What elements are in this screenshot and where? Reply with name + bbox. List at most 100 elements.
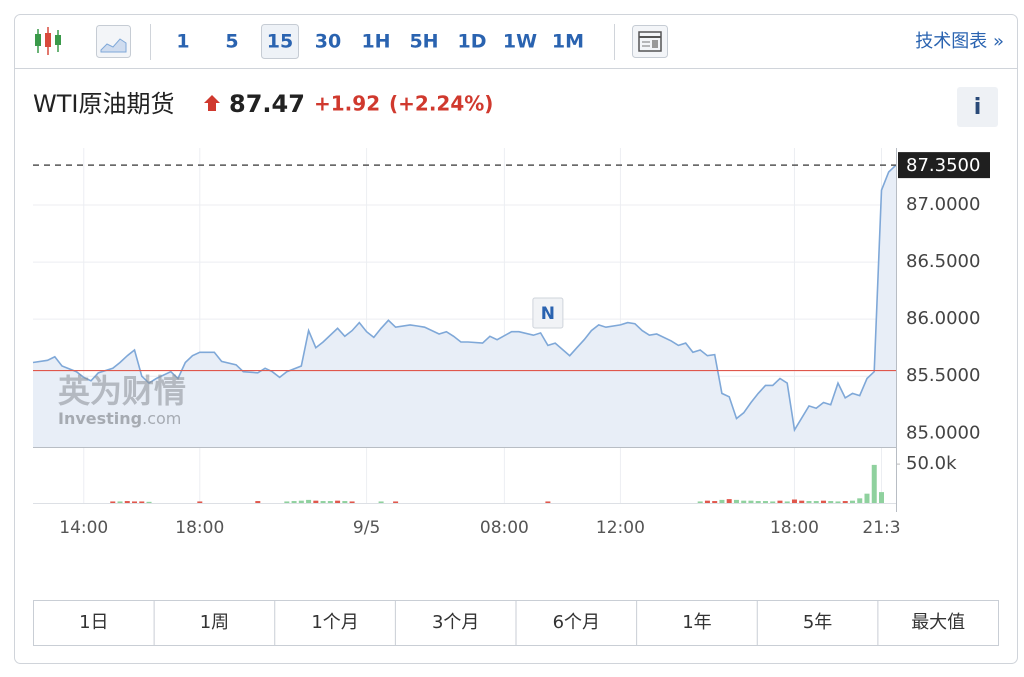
volume-bar (132, 501, 138, 503)
interval-button[interactable]: 1D (458, 31, 487, 53)
last-price: 87.47 (229, 90, 305, 118)
interval-selected (261, 24, 299, 59)
volume-bar (342, 501, 348, 503)
volume-bar (298, 500, 304, 503)
volume-bar (733, 499, 739, 503)
icon-area (100, 38, 127, 53)
volume-bar (828, 501, 834, 503)
x-tick-label: 18:00 (770, 518, 819, 538)
range-bar: 1日 1周 1个月 3个月 6个月 1年 5年 最大值 (33, 600, 999, 646)
volume-bar (820, 500, 826, 503)
range-button[interactable]: 5年 (803, 612, 832, 633)
icon-image (652, 40, 658, 48)
volume-bar (306, 499, 312, 503)
volume-bar (770, 501, 776, 503)
icon-frame (96, 25, 131, 58)
interval-button[interactable]: 1 (176, 31, 189, 53)
volume-bar (320, 501, 326, 503)
x-tick-label: 18:00 (175, 518, 224, 538)
y-tick-label: 86.5000 (906, 251, 980, 272)
price-change: +1.92 (314, 92, 380, 116)
x-tick-label: 12:00 (596, 518, 645, 538)
range-button[interactable]: 1年 (682, 612, 711, 633)
last-price-label: 87.3500 (906, 155, 980, 176)
price-line (32, 164, 897, 433)
news-icon[interactable] (632, 25, 668, 58)
volume-bar (806, 501, 812, 503)
x-tick-label: 21:3 (862, 518, 900, 538)
volume-bar (878, 492, 884, 503)
icon-body (55, 35, 61, 45)
watermark-title: 英为财情 (58, 372, 186, 410)
y-tick-label: 50.0k (906, 453, 957, 474)
interval-button[interactable]: 15 (267, 31, 293, 53)
volume-bar (777, 500, 783, 503)
interval-button[interactable]: 1H (361, 31, 390, 53)
volume-bar (327, 501, 333, 503)
icon-body (45, 33, 51, 47)
volume-bar (313, 500, 319, 503)
x-tick-label: 08:00 (480, 518, 529, 538)
volume-bar (748, 500, 754, 503)
watermark-domain: .com (142, 409, 181, 428)
news-marker-label[interactable]: N (541, 304, 555, 324)
volume-bar (284, 501, 290, 503)
info-button[interactable] (957, 87, 998, 127)
up-arrow (204, 95, 220, 111)
range-button[interactable]: 1个月 (311, 612, 358, 633)
interval-button[interactable]: 5 (225, 31, 238, 53)
interval-button[interactable]: 1M (552, 31, 584, 53)
x-tick-label: 9/5 (353, 518, 380, 538)
range-button[interactable]: 1日 (79, 612, 108, 633)
volume-bar (835, 501, 841, 503)
range-button[interactable]: 1周 (200, 612, 229, 633)
volume-bar (791, 499, 797, 503)
volume-bar (849, 500, 855, 503)
info-label[interactable]: i (974, 95, 982, 120)
candle-icon[interactable] (35, 27, 61, 55)
volume-bar (117, 501, 123, 503)
last-price-box (898, 152, 990, 179)
volume-bar (393, 501, 399, 503)
volume-bar (719, 499, 725, 503)
volume-bar (857, 498, 863, 503)
volume-bar (842, 501, 848, 503)
volume-bar (197, 501, 203, 503)
icon-page (638, 31, 662, 52)
volume-bar (146, 501, 152, 503)
range-button[interactable]: 6个月 (553, 612, 600, 633)
volume-bar (813, 501, 819, 503)
y-tick-label: 85.0000 (906, 422, 980, 443)
range-button[interactable]: 最大值 (911, 612, 965, 633)
instrument-name: WTI原油期货 (33, 90, 174, 118)
volume-bar (726, 499, 732, 503)
volume-bar (864, 493, 870, 503)
y-tick-label: 87.0000 (906, 194, 980, 215)
range-button[interactable]: 3个月 (432, 612, 479, 633)
volume-bar (784, 501, 790, 503)
news-marker[interactable] (532, 297, 564, 329)
interval-button[interactable]: 30 (315, 31, 341, 53)
watermark-brand: Investing.com (58, 409, 181, 428)
watermark-brand-name: Investing (58, 409, 142, 428)
volume-bar (697, 501, 703, 503)
volume-bar (755, 501, 761, 503)
y-tick-label: 86.0000 (906, 308, 980, 329)
volume-bar (545, 501, 551, 503)
x-tick-label: 14:00 (59, 518, 108, 538)
interval-button[interactable]: 1W (503, 31, 537, 53)
area-icon[interactable] (96, 25, 131, 58)
volume-bar (378, 501, 384, 503)
volume-bar (741, 500, 747, 503)
volume-bar (349, 501, 355, 503)
y-tick-label: 85.5000 (906, 365, 980, 386)
technical-chart-link[interactable]: 技术图表 » (915, 31, 1004, 52)
volume-bar (871, 464, 877, 503)
price-change-percent: (+2.24%) (389, 92, 493, 116)
volume-bar (799, 500, 805, 503)
volume-bar (291, 501, 297, 503)
interval-button[interactable]: 5H (409, 31, 438, 53)
volume-bar (335, 500, 341, 503)
